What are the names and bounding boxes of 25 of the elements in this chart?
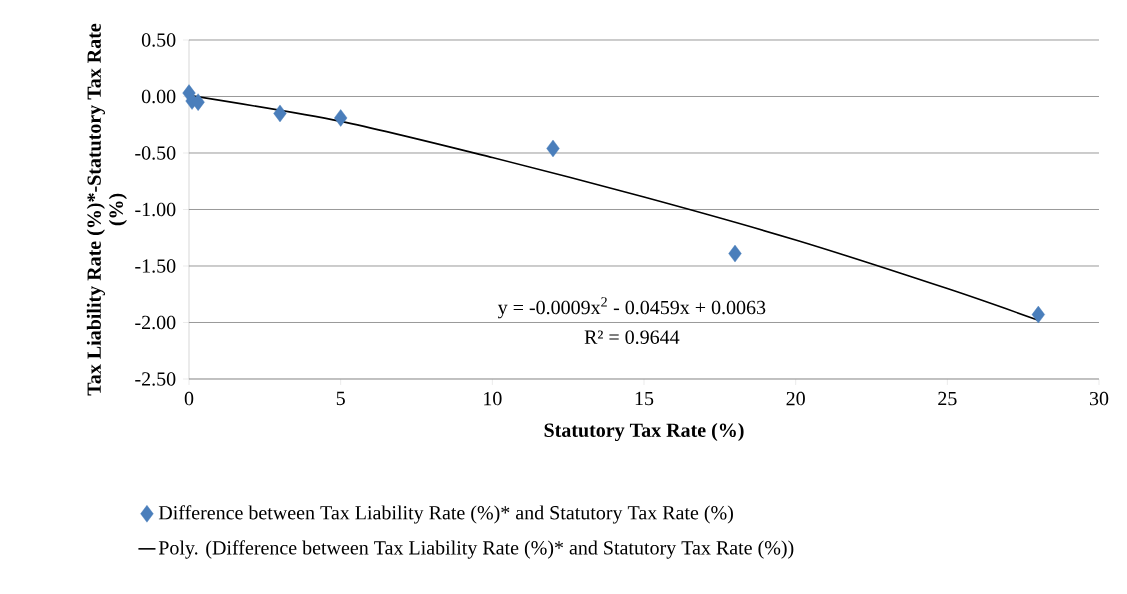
annotation: R² = 0.9644 xyxy=(584,330,680,344)
y-tick-label: -1.50 xyxy=(135,259,176,273)
y-tick-label: 0.50 xyxy=(141,33,176,47)
x-tick-label: 15 xyxy=(635,391,654,406)
x-tick-label: 20 xyxy=(786,391,805,406)
point xyxy=(1031,305,1045,324)
point xyxy=(546,139,560,158)
x-tick-label: 5 xyxy=(336,391,345,406)
point xyxy=(273,104,287,123)
x-tick-label: 0 xyxy=(184,391,194,406)
y-tick-label: -2.00 xyxy=(135,315,176,330)
point xyxy=(334,109,348,127)
y-tick-label: 0.00 xyxy=(141,89,176,104)
x-axis-title: Statutory Tax Rate (%) xyxy=(544,422,744,442)
y-tick-label: -2.50 xyxy=(135,372,176,386)
x-tick-label: 10 xyxy=(484,391,502,406)
legend-label: Poly. (Difference between Tax Liability Rate (%)* and Statutory Tax Rate (%)) xyxy=(158,540,794,559)
annotation: y = -0.0009x$^{2}$ - 0.0459x + 0.0063 xyxy=(497,297,766,319)
y-axis-title: Tax Liability Rate (%)*-Statutory Tax Rate (%) xyxy=(86,23,127,396)
point xyxy=(728,244,742,263)
x-tick-label: 30 xyxy=(1089,391,1109,406)
x-tick-label: 25 xyxy=(938,391,957,406)
legend-label: Difference between Tax Liability Rate (%)* and Statutory Tax Rate (%) xyxy=(158,505,733,524)
y-tick-label: -0.50 xyxy=(135,146,176,160)
y-tick-label: -1.00 xyxy=(135,202,176,217)
